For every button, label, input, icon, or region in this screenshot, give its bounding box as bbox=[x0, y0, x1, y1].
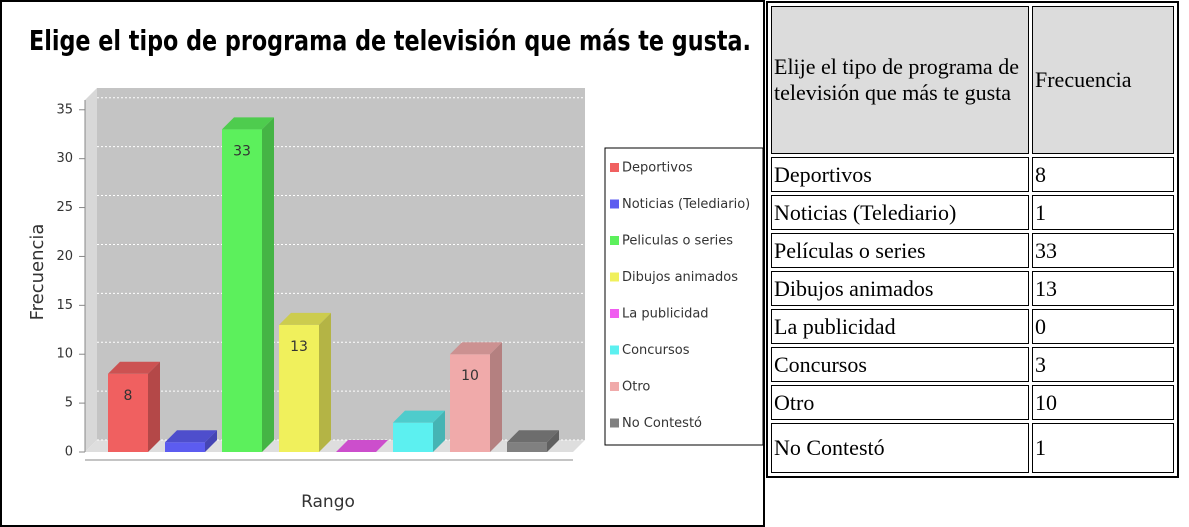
bar-side bbox=[319, 312, 331, 452]
bar-top bbox=[279, 312, 331, 325]
bar-side bbox=[490, 342, 502, 452]
legend-swatch bbox=[610, 163, 619, 172]
legend-swatch bbox=[610, 272, 619, 282]
legend-swatch bbox=[610, 236, 619, 245]
legend-label: No Contestó bbox=[622, 416, 702, 431]
legend-swatch bbox=[610, 345, 619, 355]
y-tick-label: 30 bbox=[56, 151, 73, 166]
bar bbox=[165, 430, 217, 452]
legend-label: Deportivos bbox=[622, 161, 693, 176]
table-cell: 0 bbox=[1032, 309, 1174, 344]
bar-front bbox=[222, 129, 262, 453]
bar-top bbox=[507, 430, 559, 443]
legend-swatch bbox=[610, 199, 619, 209]
bar-front bbox=[108, 373, 148, 452]
table-row: Elije el tipo de programa de televisión … bbox=[771, 6, 1174, 154]
table-row: Concursos 3 bbox=[771, 347, 1174, 382]
legend-label: Concursos bbox=[622, 343, 690, 358]
bar-top bbox=[336, 440, 388, 452]
bar bbox=[450, 342, 502, 452]
table-row: Películas o series 33 bbox=[771, 233, 1174, 268]
chart-title: Elige el tipo de programa de televisión … bbox=[29, 24, 751, 57]
bar-side bbox=[433, 410, 445, 452]
bar bbox=[507, 430, 559, 452]
table-cell: Frecuencia bbox=[1032, 6, 1174, 154]
table-cell: No Contestó bbox=[771, 423, 1029, 473]
bar-front bbox=[165, 442, 205, 452]
table-cell: 3 bbox=[1032, 347, 1174, 382]
bar-side bbox=[262, 117, 274, 452]
table-cell: 33 bbox=[1032, 233, 1174, 268]
data-label: 10 bbox=[461, 368, 479, 384]
legend-box bbox=[604, 147, 764, 446]
table-cell: 10 bbox=[1032, 385, 1174, 420]
table-cell: Otro bbox=[771, 385, 1029, 420]
legend-label: Otro bbox=[622, 380, 650, 395]
legend-swatch bbox=[610, 418, 619, 428]
legend-swatch bbox=[610, 382, 619, 391]
data-label: 33 bbox=[233, 143, 251, 159]
y-tick-label: 25 bbox=[56, 200, 73, 215]
bar bbox=[108, 361, 160, 452]
legend-label: La publicidad bbox=[622, 307, 709, 322]
bar-side bbox=[148, 361, 160, 452]
legend-label: Dibujos animados bbox=[622, 270, 738, 285]
y-tick-label: 10 bbox=[56, 347, 73, 362]
x-axis-label: Rango bbox=[301, 492, 355, 512]
table-cell: 8 bbox=[1032, 157, 1174, 192]
bar bbox=[222, 117, 274, 453]
legend-label: Noticias (Telediario) bbox=[622, 197, 750, 212]
chart: Elige el tipo de programa de televisión … bbox=[0, 0, 765, 527]
bar-top bbox=[393, 410, 445, 423]
left-wall bbox=[85, 88, 97, 452]
table-row: No Contestó 1 bbox=[771, 423, 1174, 473]
data-label: 13 bbox=[290, 339, 308, 355]
table-cell: 1 bbox=[1032, 195, 1174, 230]
data-label: 8 bbox=[124, 388, 133, 404]
bar bbox=[279, 312, 331, 452]
table-row: Noticias (Telediario) 1 bbox=[771, 195, 1174, 230]
bar-top bbox=[165, 430, 217, 443]
table-cell: Películas o series bbox=[771, 233, 1029, 268]
legend-label: Peliculas o series bbox=[622, 234, 733, 249]
bar-side bbox=[547, 430, 559, 452]
table-cell: Concursos bbox=[771, 347, 1029, 382]
bar-top bbox=[450, 342, 502, 355]
y-tick-label: 15 bbox=[56, 298, 73, 313]
y-tick-label: 35 bbox=[56, 102, 73, 117]
table-cell: Deportivos bbox=[771, 157, 1029, 192]
y-tick-label: 20 bbox=[56, 249, 73, 264]
table-cell: 13 bbox=[1032, 271, 1174, 306]
bar-front bbox=[279, 324, 319, 452]
bar-top bbox=[108, 361, 160, 374]
bar bbox=[336, 440, 388, 452]
table-cell: 1 bbox=[1032, 423, 1174, 473]
y-tick-label: 0 bbox=[65, 445, 73, 460]
y-tick-label: 5 bbox=[65, 396, 73, 411]
y-axis-label: Frecuencia bbox=[27, 224, 48, 321]
table-cell: Dibujos animados bbox=[771, 271, 1029, 306]
table-row: La publicidad 0 bbox=[771, 309, 1174, 344]
bar-front bbox=[393, 422, 433, 452]
bar-side bbox=[205, 430, 217, 452]
legend-swatch bbox=[610, 309, 619, 318]
table-row: Dibujos animados 13 bbox=[771, 271, 1174, 306]
table-row: Deportivos 8 bbox=[771, 157, 1174, 192]
bar-front bbox=[507, 442, 547, 452]
table-cell: Noticias (Telediario) bbox=[771, 195, 1029, 230]
table-row: Otro 10 bbox=[771, 385, 1174, 420]
frequency-table: Elije el tipo de programa de televisión … bbox=[766, 1, 1179, 478]
table-cell: Elije el tipo de programa de televisión … bbox=[771, 6, 1029, 154]
back-wall bbox=[97, 88, 585, 440]
bar-top bbox=[222, 117, 274, 130]
bar bbox=[393, 410, 445, 452]
table-cell: La publicidad bbox=[771, 309, 1029, 344]
bar-front bbox=[450, 354, 490, 452]
